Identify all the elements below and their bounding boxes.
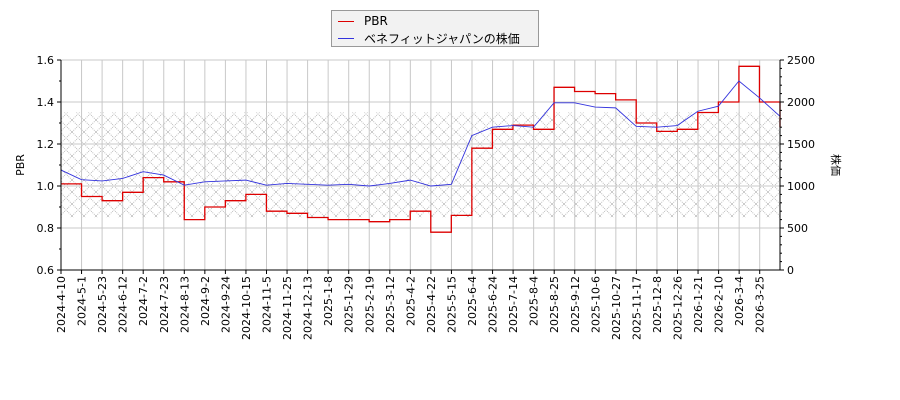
y-tick-label-left: 1.4 xyxy=(37,96,55,109)
x-tick-label: 2024-6-12 xyxy=(117,276,130,333)
y-tick-label-right: 1000 xyxy=(787,180,815,193)
x-tick-label: 2025-10-6 xyxy=(589,276,602,333)
x-tick-label: 2025-10-27 xyxy=(610,276,623,340)
data-series xyxy=(60,65,781,233)
x-tick-label: 2026-3-25 xyxy=(754,276,767,333)
x-tick-label: 2025-8-25 xyxy=(548,276,561,333)
x-tick-label: 2024-11-25 xyxy=(281,276,294,340)
x-tick-label: 2025-8-4 xyxy=(528,276,541,326)
y-axis-left-title: PBR xyxy=(14,154,27,176)
x-tick-label: 2025-12-26 xyxy=(672,276,685,340)
x-tick-label: 2024-11-5 xyxy=(261,276,274,333)
y-tick-label-left: 1.2 xyxy=(37,138,55,151)
x-tick-label: 2024-9-24 xyxy=(219,276,232,333)
x-tick-label: 2025-4-2 xyxy=(404,276,417,326)
x-tick-label: 2025-5-15 xyxy=(445,276,458,333)
y-tick-label-left: 0.8 xyxy=(37,222,55,235)
x-tick-label: 2026-2-10 xyxy=(713,276,726,333)
x-tick-label: 2024-7-23 xyxy=(158,276,171,333)
y-tick-label-right: 2000 xyxy=(787,96,815,109)
x-tick-label: 2026-3-4 xyxy=(733,276,746,326)
x-tick-label: 2025-7-14 xyxy=(507,276,520,333)
stock-price-line xyxy=(60,80,781,187)
legend-label-pbr: PBR xyxy=(364,14,388,28)
y-tick-label-left: 0.6 xyxy=(37,264,55,277)
shaded-band xyxy=(61,112,780,218)
x-tick-label: 2025-1-29 xyxy=(343,276,356,333)
x-tick-label: 2025-1-8 xyxy=(322,276,335,326)
legend-item-stock-price: ベネフィットジャパンの株価 xyxy=(338,30,520,46)
x-tick-label: 2024-4-10 xyxy=(55,276,68,333)
y-axis-left-ticks: 0.6 0.8 1.0 1.2 1.4 1.6 xyxy=(37,54,61,277)
x-axis-ticks: 2024-4-10 2024-5-1 2024-5-23 2024-6-12 2024-… xyxy=(55,270,767,340)
legend-label-stock-price: ベネフィットジャパンの株価 xyxy=(364,31,520,46)
x-tick-label: 2025-11-17 xyxy=(630,276,643,340)
pbr-line xyxy=(61,65,781,233)
y-tick-label-left: 1.6 xyxy=(37,54,55,67)
y-tick-label-left: 1.0 xyxy=(37,180,55,193)
y-axis-right-ticks: 0 500 1000 1500 2000 2500 xyxy=(780,54,815,277)
grid-lines xyxy=(60,59,780,271)
legend: PBR ベネフィットジャパンの株価 xyxy=(331,10,539,47)
y-tick-label-right: 0 xyxy=(787,264,794,277)
x-tick-label: 2024-5-23 xyxy=(96,276,109,333)
legend-swatch-pbr xyxy=(338,20,354,22)
y-axis-right-title: 株価 xyxy=(829,154,843,176)
x-tick-label: 2025-6-4 xyxy=(466,276,479,326)
x-tick-label: 2024-8-13 xyxy=(178,276,191,333)
x-tick-label: 2024-10-15 xyxy=(240,276,253,340)
x-tick-label: 2025-4-22 xyxy=(425,276,438,333)
x-tick-label: 2024-12-13 xyxy=(302,276,315,340)
x-tick-label: 2025-2-19 xyxy=(363,276,376,333)
x-tick-label: 2024-7-2 xyxy=(137,276,150,326)
y-tick-label-right: 2500 xyxy=(787,54,815,67)
x-tick-label: 2025-6-24 xyxy=(487,276,500,333)
x-tick-label: 2024-9-2 xyxy=(199,276,212,326)
y-tick-label-right: 1500 xyxy=(787,138,815,151)
legend-item-pbr: PBR xyxy=(338,13,388,29)
legend-swatch-stock-price xyxy=(338,37,354,39)
x-tick-label: 2024-5-1 xyxy=(76,276,89,326)
x-tick-label: 2025-3-12 xyxy=(384,276,397,333)
y-tick-label-right: 500 xyxy=(787,222,808,235)
x-tick-label: 2026-1-21 xyxy=(692,276,705,333)
x-tick-label: 2025-9-12 xyxy=(569,276,582,333)
x-tick-label: 2025-12-8 xyxy=(651,276,664,333)
